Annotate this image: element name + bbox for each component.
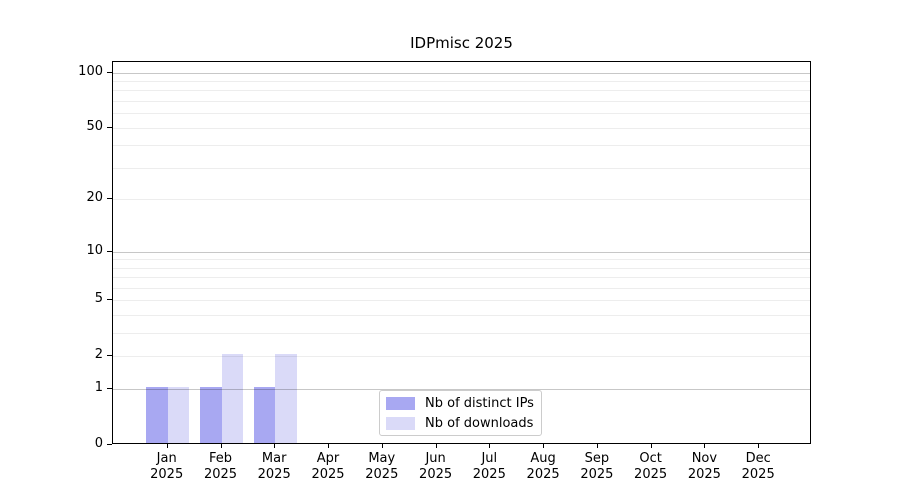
x-tick bbox=[435, 444, 437, 448]
x-tick-label-year: 2025 bbox=[150, 467, 184, 482]
x-tick-label-year: 2025 bbox=[419, 467, 453, 482]
x-tick-label: May 2025 bbox=[354, 451, 410, 483]
x-tick bbox=[596, 444, 598, 448]
x-tick bbox=[328, 444, 329, 448]
x-tick bbox=[381, 444, 383, 448]
legend-item-downloads: Nb of downloads bbox=[386, 416, 535, 431]
y-gridline-major bbox=[113, 72, 810, 74]
legend: Nb of distinct IPs Nb of downloads bbox=[379, 390, 542, 436]
x-tick-label-month: Oct bbox=[639, 451, 662, 466]
legend-label-downloads: Nb of downloads bbox=[425, 415, 534, 431]
x-tick-label: Jul 2025 bbox=[461, 451, 517, 483]
x-tick bbox=[543, 444, 545, 448]
x-tick-label: Jun 2025 bbox=[408, 451, 464, 483]
x-tick bbox=[650, 444, 652, 448]
y-tick-label: 50 bbox=[86, 118, 103, 134]
y-gridline-minor bbox=[113, 333, 810, 335]
x-tick-label-month: Mar bbox=[261, 451, 287, 466]
x-tick-label: Mar 2025 bbox=[246, 451, 302, 483]
x-tick-label-year: 2025 bbox=[365, 467, 399, 482]
x-tick-label-year: 2025 bbox=[257, 467, 291, 482]
x-tick-label: Jan 2025 bbox=[139, 451, 195, 483]
x-tick bbox=[489, 444, 491, 448]
legend-swatch-downloads bbox=[386, 416, 415, 430]
x-tick-label-year: 2025 bbox=[526, 467, 560, 482]
y-gridline-minor bbox=[113, 199, 810, 201]
y-tick bbox=[107, 444, 112, 445]
x-tick-label: Feb 2025 bbox=[193, 451, 249, 483]
x-tick-label-year: 2025 bbox=[472, 467, 506, 482]
bar-distinct-ips bbox=[253, 387, 276, 443]
bar-downloads bbox=[275, 354, 297, 443]
y-gridline-minor bbox=[113, 315, 810, 317]
y-tick bbox=[107, 355, 112, 357]
x-tick-label: Apr 2025 bbox=[300, 451, 356, 483]
y-tick-label: 10 bbox=[86, 242, 103, 258]
y-gridline-minor bbox=[113, 259, 810, 261]
y-gridline-minor bbox=[113, 167, 810, 169]
y-tick bbox=[107, 198, 112, 200]
y-tick-label: 0 bbox=[94, 436, 103, 451]
bar-downloads bbox=[221, 354, 243, 443]
y-gridline-minor bbox=[113, 113, 810, 115]
y-gridline-major bbox=[113, 389, 810, 391]
y-tick-label: 2 bbox=[94, 347, 103, 363]
y-gridline-minor bbox=[113, 145, 810, 147]
x-tick-label-month: Jul bbox=[481, 451, 498, 466]
x-tick bbox=[166, 444, 168, 448]
x-tick-label: Sep 2025 bbox=[569, 451, 625, 483]
y-tick-label: 100 bbox=[78, 63, 103, 79]
y-tick bbox=[107, 388, 112, 390]
x-tick-label-month: Apr bbox=[316, 451, 340, 466]
y-tick bbox=[107, 250, 112, 252]
x-tick-label-month: Aug bbox=[530, 451, 556, 466]
x-tick-label-month: Dec bbox=[745, 451, 771, 466]
legend-swatch-distinct-ips bbox=[386, 396, 415, 410]
bar-downloads bbox=[167, 387, 190, 443]
y-gridline-minor bbox=[113, 90, 810, 92]
x-tick-label-year: 2025 bbox=[203, 467, 238, 482]
x-tick-label-month: Nov bbox=[691, 451, 718, 466]
x-tick-label-month: May bbox=[368, 451, 396, 466]
y-gridline-minor bbox=[113, 300, 810, 302]
y-tick bbox=[107, 126, 112, 128]
bar-distinct-ips bbox=[146, 387, 168, 443]
x-tick-label: Aug 2025 bbox=[515, 451, 571, 483]
y-tick bbox=[107, 299, 112, 301]
y-tick-label: 5 bbox=[94, 291, 103, 307]
x-tick-label-month: Jun bbox=[425, 451, 446, 466]
chart-title: IDPmisc 2025 bbox=[410, 34, 513, 52]
legend-label-distinct-ips: Nb of distinct IPs bbox=[425, 395, 534, 411]
x-tick-label-month: Feb bbox=[208, 451, 233, 466]
y-tick-label: 20 bbox=[86, 190, 103, 206]
y-gridline-minor bbox=[113, 356, 810, 358]
x-tick bbox=[274, 444, 276, 448]
x-tick-label-year: 2025 bbox=[687, 467, 721, 482]
y-gridline-minor bbox=[113, 81, 810, 82]
bar-distinct-ips bbox=[200, 387, 222, 443]
x-tick-label-year: 2025 bbox=[311, 467, 345, 482]
x-tick-label: Dec 2025 bbox=[730, 451, 786, 483]
x-tick bbox=[704, 444, 706, 448]
x-tick-label-year: 2025 bbox=[634, 467, 668, 482]
legend-item-distinct-ips: Nb of distinct IPs bbox=[386, 396, 535, 411]
plot-area bbox=[112, 61, 811, 444]
x-tick-label: Nov 2025 bbox=[676, 451, 732, 483]
x-tick bbox=[220, 444, 222, 448]
y-tick-label: 1 bbox=[94, 380, 103, 396]
x-tick-label: Oct 2025 bbox=[623, 451, 679, 483]
y-gridline-major bbox=[113, 251, 810, 253]
x-tick-label-year: 2025 bbox=[741, 467, 775, 482]
y-gridline-minor bbox=[113, 267, 810, 269]
y-gridline-minor bbox=[113, 127, 810, 129]
y-gridline-minor bbox=[113, 288, 810, 289]
x-tick-label-month: Sep bbox=[584, 451, 610, 466]
y-tick bbox=[107, 71, 112, 73]
x-tick bbox=[758, 444, 760, 448]
x-tick-label-year: 2025 bbox=[580, 467, 614, 482]
x-tick-label-month: Jan bbox=[156, 451, 177, 466]
y-gridline-minor bbox=[113, 101, 810, 102]
y-gridline-minor bbox=[113, 277, 810, 279]
